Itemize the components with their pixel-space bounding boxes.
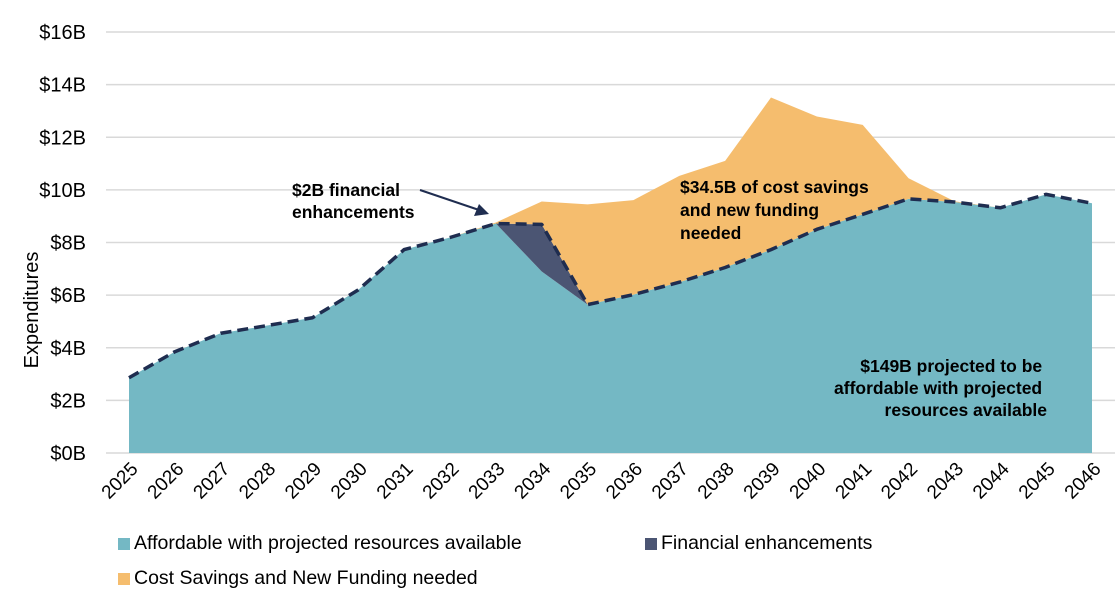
annotation-arrow [419,189,483,212]
legend-label: Affordable with projected resources avai… [134,532,522,554]
x-tick-label: 2037 [648,459,693,504]
x-tick-label: 2043 [923,459,968,504]
annotation-line: needed [680,223,741,243]
annotation-line: $34.5B of cost savings [680,177,869,197]
arrowhead-icon [474,204,489,216]
legend-swatch [645,537,657,550]
x-tick-label: 2046 [1061,459,1106,504]
legend-item-affordable: Affordable with projected resources avai… [118,532,522,555]
x-tick-label: 2039 [740,459,785,504]
y-tick-label: $4B [50,338,86,360]
x-tick-label: 2027 [190,459,235,504]
annotation-financial-enhancements: $2B financial enhancements [292,180,489,222]
x-tick-label: 2030 [327,459,372,504]
x-tick-label: 2042 [877,459,922,504]
x-tick-label: 2044 [969,458,1014,503]
x-tick-label: 2026 [144,459,189,504]
x-tick-label: 2041 [832,459,877,504]
y-axis-ticks: $0B $2B $4B $6B $8B $10B $12B $14B $16B [39,22,86,465]
annotation-line: and new funding [680,200,819,220]
legend-label: Financial enhancements [661,532,873,554]
legend-label: Cost Savings and New Funding needed [134,567,478,589]
annotation-line: $2B financial [292,180,400,200]
resources-line [128,192,1093,380]
legend-swatch [118,537,130,550]
area-financial-enhancements [495,223,588,305]
annotation-cost-savings: $34.5B of cost savings and new funding n… [680,177,874,243]
x-axis-ticks: 2025 2026 2027 2028 2029 2030 2031 2032 2033 2034… [98,458,1106,503]
resources-dashed-line [128,192,1093,380]
x-tick-label: 2031 [373,459,418,504]
x-tick-label: 2029 [281,459,326,504]
expenditures-area-chart: $0B $2B $4B $6B $8B $10B $12B $14B $16B 2025 2026… [21,22,1115,503]
y-tick-label: $8B [50,233,86,255]
legend-swatch [118,572,130,585]
svg-text:$34.5B of cost savings a: $34.5B of cost savings and new funding n… [680,177,874,243]
y-axis-label: Expenditures [21,252,43,369]
annotation-line: resources available [885,400,1048,420]
y-tick-label: $10B [39,180,86,202]
y-tick-label: $12B [39,127,86,149]
y-tick-label: $2B [50,390,86,412]
annotation-line: affordable with projected [834,378,1042,398]
annotation-affordable: $149B projected to be affordable with pr… [834,356,1047,420]
x-tick-label: 2036 [602,459,647,504]
x-tick-label: 2025 [98,459,143,504]
x-tick-label: 2045 [1015,459,1060,504]
y-tick-label: $14B [39,75,86,97]
x-tick-label: 2040 [786,459,831,504]
x-tick-label: 2034 [511,458,556,503]
x-tick-label: 2033 [465,459,510,504]
x-tick-label: 2028 [235,459,280,504]
y-tick-label: $6B [50,285,86,307]
legend-item-cost-savings: Cost Savings and New Funding needed [118,567,478,590]
x-tick-label: 2035 [556,459,601,504]
y-tick-label: $0B [50,443,86,465]
area-cost-savings-and-new-funding-needed [450,97,1001,305]
area-affordable-with-projected-resources-available [129,194,1092,453]
legend-item-financial-enhancements: Financial enhancements [645,532,872,555]
x-tick-label: 2032 [419,459,464,504]
x-tick-label: 2038 [694,459,739,504]
areas [129,97,1092,453]
y-tick-label: $16B [39,22,86,44]
annotation-line: enhancements [292,202,415,222]
svg-text:$2B financial enhancemen: $2B financial enhancements [292,180,415,222]
svg-text:$149B projected to be af: $149B projected to be affordable with pr… [834,356,1047,420]
annotation-line: $149B projected to be [860,356,1042,376]
